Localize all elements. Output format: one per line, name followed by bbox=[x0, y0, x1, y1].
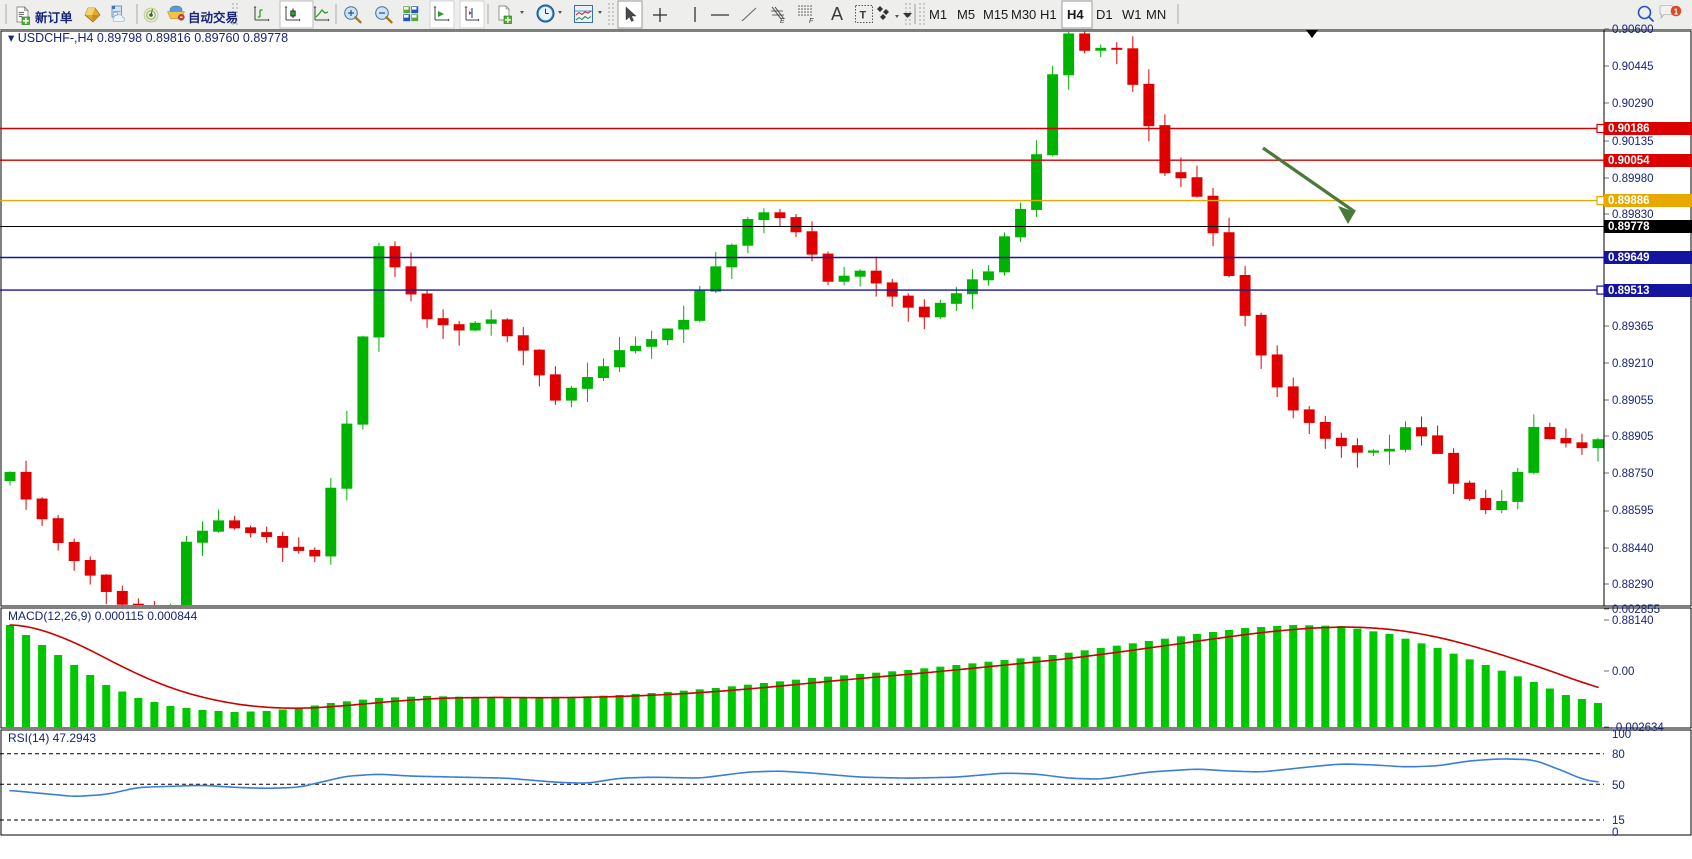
svg-text:0.88595: 0.88595 bbox=[1612, 505, 1654, 517]
svg-text:0.90135: 0.90135 bbox=[1612, 136, 1654, 148]
svg-text:0.89210: 0.89210 bbox=[1612, 358, 1654, 370]
svg-text:0.90054: 0.90054 bbox=[1608, 155, 1650, 167]
svg-text:0: 0 bbox=[1612, 827, 1618, 839]
svg-text:0.88905: 0.88905 bbox=[1612, 431, 1654, 443]
svg-text:0.89055: 0.89055 bbox=[1612, 395, 1654, 407]
svg-text:0.88290: 0.88290 bbox=[1612, 579, 1654, 591]
svg-text:MACD(12,26,9) 0.000115 0.00084: MACD(12,26,9) 0.000115 0.000844 bbox=[8, 609, 198, 623]
svg-text:0.89830: 0.89830 bbox=[1612, 209, 1654, 221]
svg-text:RSI(14) 47.2943: RSI(14) 47.2943 bbox=[8, 731, 96, 745]
svg-text:50: 50 bbox=[1612, 780, 1625, 792]
svg-text:0.89980: 0.89980 bbox=[1612, 173, 1654, 185]
svg-text:0.89649: 0.89649 bbox=[1608, 252, 1650, 264]
svg-text:0.89365: 0.89365 bbox=[1612, 321, 1654, 333]
svg-text:0.88440: 0.88440 bbox=[1612, 543, 1654, 555]
svg-text:0.89778: 0.89778 bbox=[1608, 221, 1650, 233]
svg-text:0.88140: 0.88140 bbox=[1612, 615, 1654, 627]
svg-text:0.00: 0.00 bbox=[1612, 666, 1634, 678]
svg-text:0.90186: 0.90186 bbox=[1608, 123, 1650, 135]
svg-text:15: 15 bbox=[1612, 815, 1625, 827]
svg-text:0.90445: 0.90445 bbox=[1612, 61, 1654, 73]
svg-text:80: 80 bbox=[1612, 749, 1625, 761]
svg-text:100: 100 bbox=[1612, 729, 1631, 741]
svg-text:0.89886: 0.89886 bbox=[1608, 195, 1650, 207]
svg-text:0.90290: 0.90290 bbox=[1612, 98, 1654, 110]
svg-text:0.88750: 0.88750 bbox=[1612, 468, 1654, 480]
svg-text:0.90600: 0.90600 bbox=[1612, 24, 1654, 36]
svg-text:0.89513: 0.89513 bbox=[1608, 285, 1650, 297]
svg-text:▾ USDCHF-,H4 0.89798 0.89816: ▾ USDCHF-,H4 0.89798 0.89816 0.89760 0.8… bbox=[8, 31, 288, 45]
